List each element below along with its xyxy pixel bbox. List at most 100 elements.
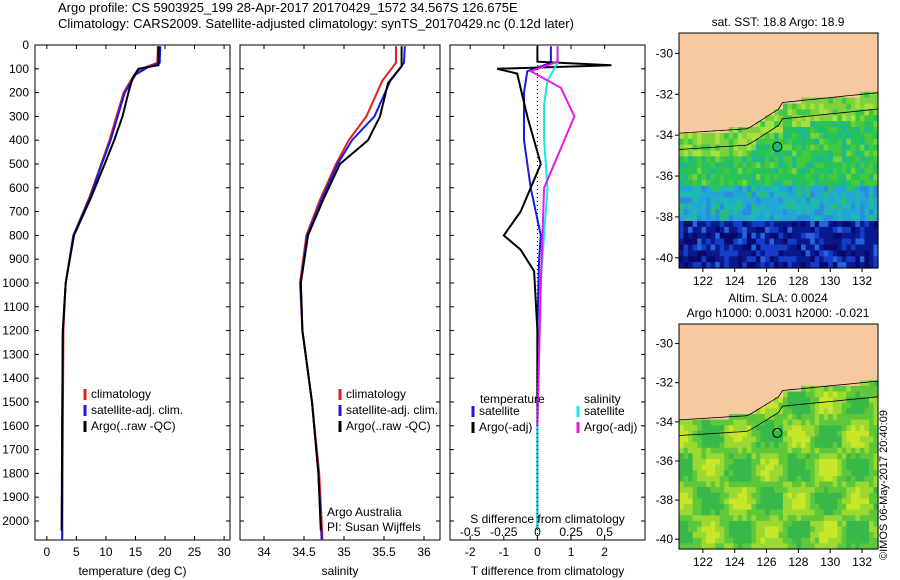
map-cell xyxy=(728,197,734,204)
map-cell xyxy=(819,121,825,128)
xtick-label: 1 xyxy=(568,545,575,559)
map-cell xyxy=(850,150,856,157)
map-cell xyxy=(850,156,856,163)
map-cell xyxy=(751,436,757,443)
map-cell xyxy=(697,436,703,443)
map-cell xyxy=(778,442,784,449)
map-cell xyxy=(783,475,789,483)
map-cell xyxy=(814,179,820,187)
legend-label: satellite-adj. clim. xyxy=(91,403,183,417)
map-cell xyxy=(828,262,834,269)
map-cell xyxy=(774,487,780,494)
map-cell xyxy=(828,475,834,483)
map-cell xyxy=(805,127,811,134)
map-cell xyxy=(864,132,870,140)
map-cell xyxy=(837,481,843,488)
map-cell xyxy=(742,425,748,432)
map-cell xyxy=(864,127,870,134)
map-cell xyxy=(715,515,721,522)
map-cell xyxy=(769,509,775,516)
map-cell xyxy=(869,447,875,454)
map-cell xyxy=(728,425,734,432)
map-cell xyxy=(746,543,752,550)
map-cell xyxy=(846,179,852,187)
map-cell xyxy=(706,492,712,499)
map-cell xyxy=(746,447,752,454)
map-cell xyxy=(841,425,847,432)
map-cell xyxy=(733,232,739,240)
map-cell xyxy=(742,498,748,505)
map-cell xyxy=(837,402,843,409)
map-cell xyxy=(701,492,707,499)
map-cell xyxy=(787,244,793,251)
map-cell xyxy=(679,498,685,505)
map-cell xyxy=(792,215,798,222)
map-cell xyxy=(801,419,807,426)
xtick-label: 20 xyxy=(158,545,172,559)
map-cell xyxy=(769,419,775,426)
map-cell xyxy=(742,197,748,204)
map-cell xyxy=(737,464,743,471)
legend-header-temperature: temperature xyxy=(480,392,545,406)
map-cell xyxy=(814,115,820,122)
map-cell xyxy=(837,509,843,516)
map-cell xyxy=(832,543,838,550)
map-cell xyxy=(724,138,730,146)
map-cell xyxy=(846,475,852,483)
map-cell xyxy=(869,226,875,234)
map-cell xyxy=(841,185,847,193)
map-cell xyxy=(697,509,703,516)
map-cell xyxy=(859,162,865,169)
map-cell xyxy=(855,215,861,222)
map-cell xyxy=(774,442,780,449)
map-cell xyxy=(724,132,730,140)
map-cell xyxy=(846,447,852,454)
map-cell xyxy=(869,156,875,163)
map-cell xyxy=(679,509,685,516)
map-cell xyxy=(801,250,807,257)
map-cell xyxy=(710,453,716,460)
map-cell xyxy=(728,504,734,511)
map-cell xyxy=(728,144,734,152)
map-cell xyxy=(774,232,780,240)
map-cell xyxy=(706,226,712,234)
map-cell xyxy=(751,127,757,134)
map-cell xyxy=(769,487,775,494)
map-cell xyxy=(819,442,825,449)
map-cell xyxy=(850,481,856,488)
map-cell xyxy=(869,515,875,522)
map-cell xyxy=(855,256,861,263)
map-cell xyxy=(841,436,847,443)
xtick-label: 34.5 xyxy=(292,545,316,559)
map-cell xyxy=(814,168,820,175)
map-cell xyxy=(783,419,789,426)
map-cell xyxy=(746,520,752,528)
map-cell xyxy=(846,459,852,466)
map-cell xyxy=(715,132,721,140)
map-cell xyxy=(683,453,689,460)
map-cell xyxy=(810,256,816,263)
map-cell xyxy=(719,185,725,193)
map-cell xyxy=(764,232,770,240)
map-cell xyxy=(751,232,757,240)
map-cell xyxy=(855,453,861,460)
map-cell xyxy=(737,244,743,251)
map-cell xyxy=(814,408,820,415)
map-cell xyxy=(869,487,875,494)
map-cell xyxy=(819,481,825,488)
map-cell xyxy=(796,453,802,460)
map-cell xyxy=(814,526,820,533)
map-cell xyxy=(697,226,703,234)
map-cell xyxy=(819,408,825,415)
map-cell xyxy=(710,162,716,169)
map-cell xyxy=(783,408,789,415)
map-cell xyxy=(805,543,811,550)
map-cell xyxy=(787,144,793,152)
map-cell xyxy=(764,447,770,454)
map-cell xyxy=(801,162,807,169)
map-cell xyxy=(728,453,734,460)
map-cell xyxy=(855,520,861,528)
map-cell xyxy=(792,144,798,152)
map-cell xyxy=(778,191,784,199)
map-cell xyxy=(728,156,734,163)
